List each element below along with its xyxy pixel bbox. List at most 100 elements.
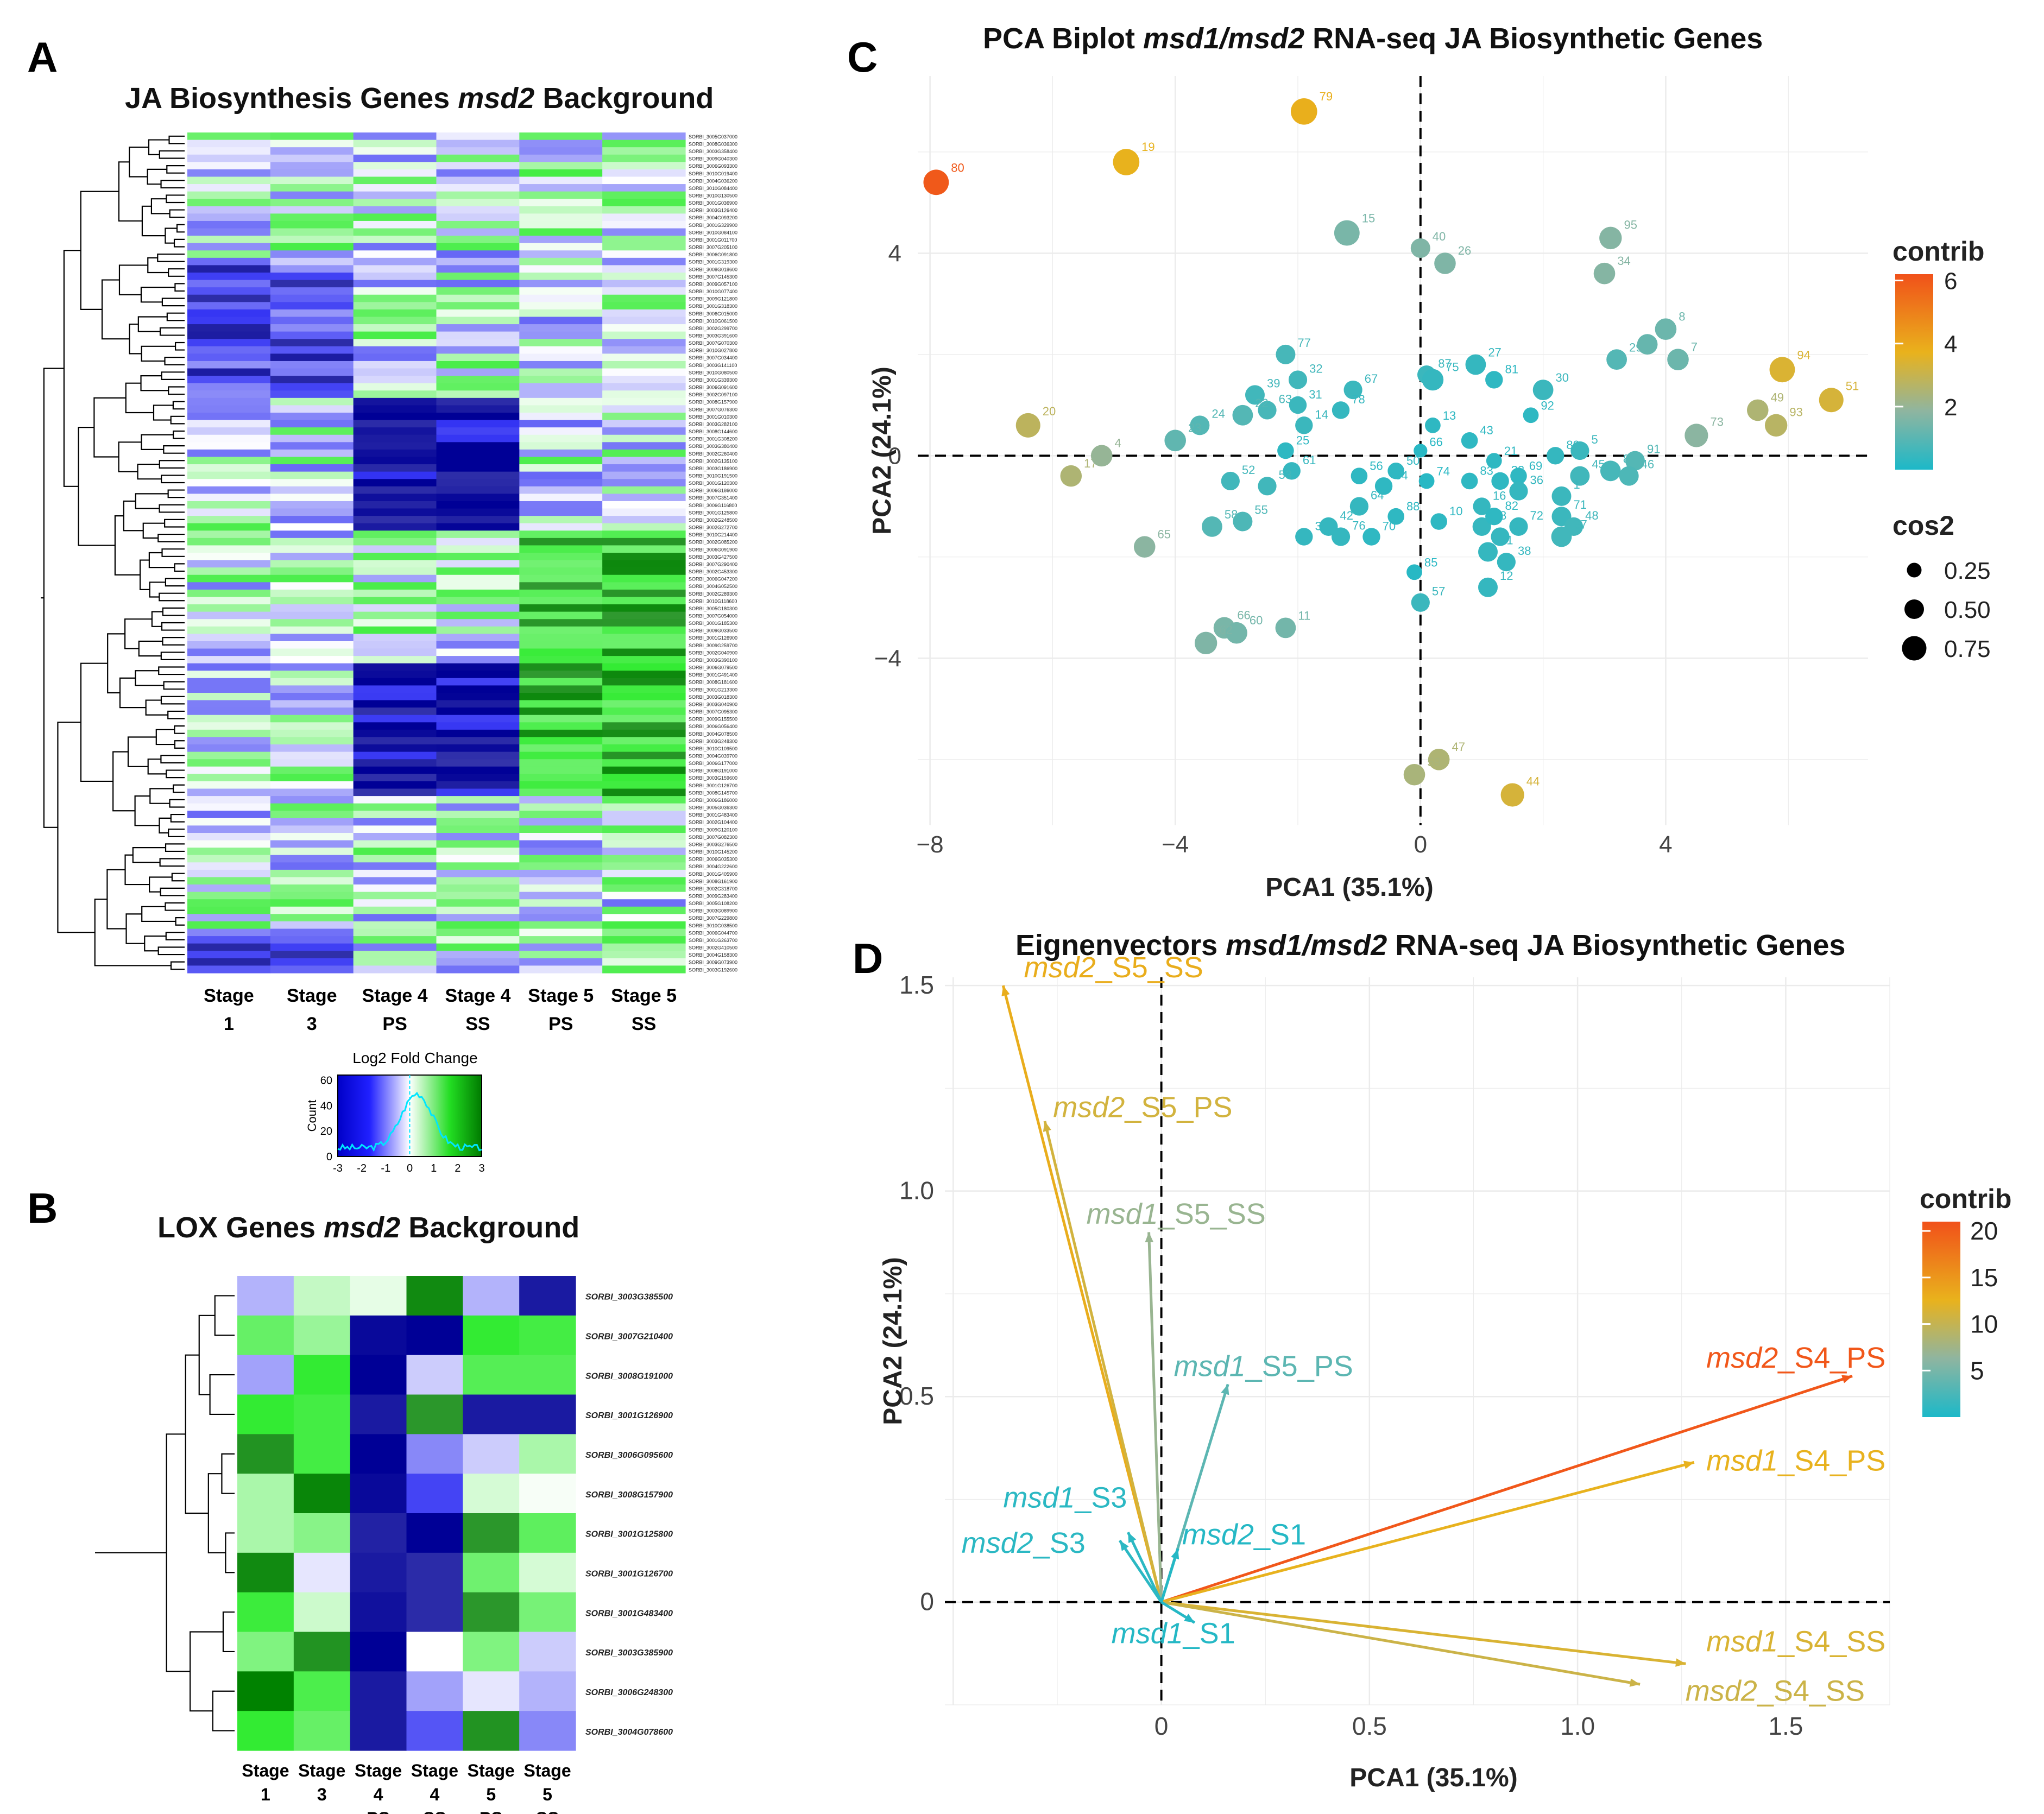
heatmap-a-cell xyxy=(519,634,603,642)
heatmap-a-cell xyxy=(436,965,520,974)
heatmap-a-cell xyxy=(519,943,603,951)
heatmap-a-cell xyxy=(602,169,686,178)
heatmap-a-row-label: SORBI_3010G214400 xyxy=(689,532,737,538)
heatmap-a-cell xyxy=(436,353,520,362)
heatmap-a-cell xyxy=(436,744,520,753)
heatmap-b-row-label: SORBI_3007G210400 xyxy=(585,1332,673,1342)
pca-point xyxy=(1422,369,1444,391)
pca-point xyxy=(1387,462,1404,479)
heatmap-a-dendrogram xyxy=(174,740,185,749)
heatmap-a-cell xyxy=(602,582,686,590)
heatmap-a-row-label: SORBI_3004G222600 xyxy=(689,864,737,869)
heatmap-a-cell xyxy=(519,346,603,354)
heatmap-a-cell xyxy=(436,420,520,428)
heatmap-a-cell xyxy=(353,530,437,539)
heatmap-a-cell xyxy=(270,626,354,634)
heatmap-a-row-label: SORBI_3003G192600 xyxy=(689,967,737,972)
heatmap-a-cell xyxy=(519,567,603,576)
heatmap-a-cell xyxy=(519,589,603,598)
heatmap-b-column-label: 5 xyxy=(542,1785,552,1804)
pca-point xyxy=(1202,516,1222,537)
heatmap-a-row-label: SORBI_3007G229800 xyxy=(689,915,737,921)
heatmap-a-cell xyxy=(602,442,686,450)
eigen-legend-tick: 5 xyxy=(1970,1356,1984,1385)
heatmap-b-cell xyxy=(237,1711,294,1751)
heatmap-a-row-label: SORBI_3001G213300 xyxy=(689,687,737,692)
pca-y-tick: −4 xyxy=(874,645,901,672)
heatmap-a-cell xyxy=(519,132,603,141)
heatmap-a-dendrogram xyxy=(134,795,160,826)
heatmap-a-row-label: SORBI_3007G290400 xyxy=(689,561,737,567)
heatmap-a-cell xyxy=(187,759,271,767)
heatmap-a-cell xyxy=(602,958,686,966)
heatmap-a-row-label: SORBI_3001G010300 xyxy=(689,414,737,420)
heatmap-a-cell xyxy=(270,220,354,229)
heatmap-a-cell xyxy=(519,176,603,185)
heatmap-a-dendrogram xyxy=(124,618,152,649)
heatmap-a-dendrogram xyxy=(173,238,185,248)
heatmap-a-cell xyxy=(187,560,271,568)
heatmap-a-cell xyxy=(602,184,686,192)
heatmap-a-cell xyxy=(519,611,603,620)
pca-point xyxy=(1523,407,1539,424)
pca-legend-size-dot xyxy=(1907,562,1922,578)
heatmap-a-row-label: SORBI_3002G318700 xyxy=(689,886,737,892)
heatmap-a-cell xyxy=(602,855,686,863)
heatmap-b-cell xyxy=(463,1355,520,1395)
heatmap-a-dendrogram xyxy=(172,784,185,793)
heatmap-a-row-label: SORBI_3007G070300 xyxy=(689,340,737,346)
heatmap-a-cell xyxy=(602,494,686,502)
pca-point xyxy=(1289,396,1307,414)
heatmap-a-cell xyxy=(519,353,603,362)
heatmap-a-cell xyxy=(519,877,603,885)
heatmap-a-cell xyxy=(353,361,437,369)
pca-point xyxy=(1509,517,1528,536)
eigen-legend-color-bar xyxy=(1922,1222,1960,1417)
heatmap-a-dendrogram xyxy=(147,257,169,274)
heatmap-a-cell xyxy=(436,545,520,553)
eigen-xlabel: PCA1 (35.1%) xyxy=(1349,1764,1517,1792)
eigen-vector-label: msd2_S1 xyxy=(1182,1519,1306,1551)
pca-point-label: 19 xyxy=(1141,140,1155,154)
eigen-x-tick: 0 xyxy=(1155,1712,1169,1740)
eigen-vector-arrowhead xyxy=(1001,985,1010,996)
heatmap-a-cell xyxy=(270,803,354,811)
heatmap-a-cell xyxy=(602,457,686,465)
heatmap-a-cell xyxy=(353,206,437,214)
pca-point-label: 80 xyxy=(951,161,964,174)
heatmap-a-cell xyxy=(519,833,603,841)
heatmap-a-row-label: SORBI_3002G135100 xyxy=(689,458,737,464)
heatmap-a-cell xyxy=(270,685,354,693)
heatmap-a-cell xyxy=(187,265,271,273)
heatmap-a-cell xyxy=(270,206,354,214)
heatmap-a-cell xyxy=(353,413,437,421)
heatmap-a-cell xyxy=(436,442,520,450)
heatmap-a-cell xyxy=(270,383,354,391)
heatmap-a-cell xyxy=(187,884,271,893)
heatmap-a-cell xyxy=(519,884,603,893)
eigen-vector-label-condition: _S3 xyxy=(1074,1482,1127,1514)
heatmap-a-dendrogram xyxy=(149,582,166,598)
heatmap-b-row-label: SORBI_3001G483400 xyxy=(585,1609,673,1618)
heatmap-b-row-label: SORBI_3003G385500 xyxy=(585,1293,673,1302)
pca-point xyxy=(1570,466,1590,486)
pca-point-label: 78 xyxy=(1352,393,1365,406)
heatmap-a-cell xyxy=(270,427,354,435)
pca-point xyxy=(1411,593,1430,612)
color-key-y-tick: 60 xyxy=(320,1075,332,1086)
heatmap-b-column-label: Stage xyxy=(242,1761,289,1780)
pca-point-label: 26 xyxy=(1458,244,1471,257)
heatmap-a-cell xyxy=(353,376,437,384)
heatmap-a-row-label: SORBI_3001G036900 xyxy=(689,200,737,206)
heatmap-a-cell xyxy=(353,339,437,347)
heatmap-a-dendrogram xyxy=(151,611,163,627)
heatmap-a-cell xyxy=(270,236,354,244)
heatmap-a-cell xyxy=(353,479,437,487)
heatmap-a-cell xyxy=(519,390,603,399)
heatmap-a-cell xyxy=(270,169,354,178)
heatmap-a-dendrogram xyxy=(171,873,185,882)
heatmap-a-cell xyxy=(436,147,520,155)
heatmap-a-cell xyxy=(270,501,354,509)
eigen-vector-label-condition: _S5_PS xyxy=(1245,1350,1353,1382)
heatmap-a-cell xyxy=(519,722,603,730)
